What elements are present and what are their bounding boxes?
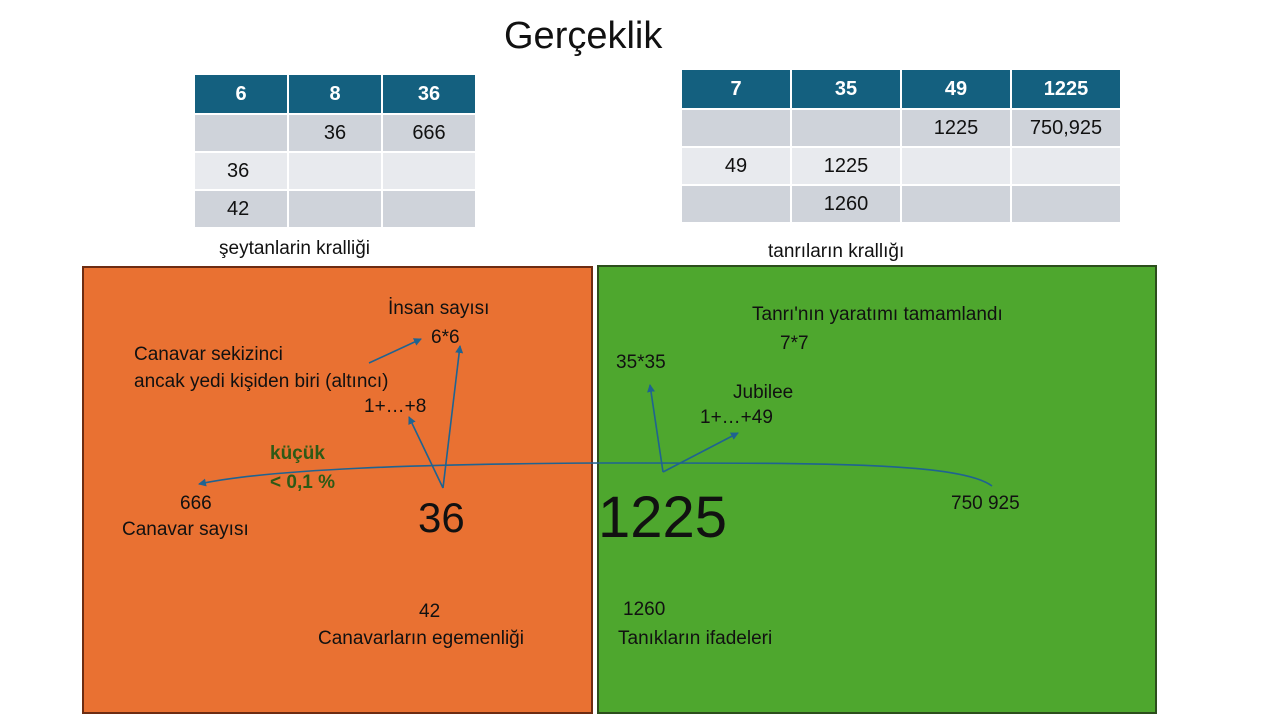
arrow-1225-to-sum49	[663, 433, 738, 472]
arrow-36-to-6x6	[443, 346, 460, 488]
arrow-750925-to-666	[199, 463, 992, 486]
arrow-to-human-number	[369, 339, 421, 363]
arrow-36-to-sum8	[409, 417, 443, 488]
arrow-1225-to-35x35	[650, 385, 663, 472]
